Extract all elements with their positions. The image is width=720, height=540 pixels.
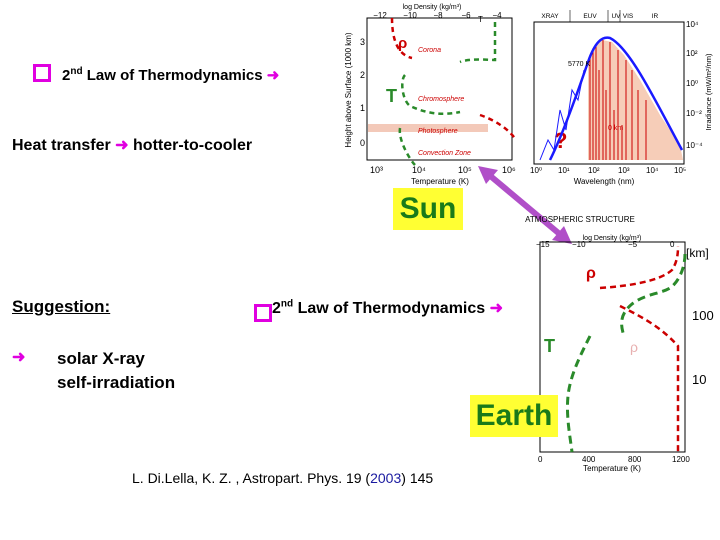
x-tick: 10⁵ xyxy=(674,166,686,175)
photosphere-band xyxy=(368,124,488,132)
top-tick: −5 xyxy=(628,240,638,249)
rho-curve-lower xyxy=(479,113,518,141)
double-arrow-icon xyxy=(478,166,572,244)
right-arrow-icon: ➜ xyxy=(115,137,129,154)
y-tick: 1 xyxy=(360,103,365,113)
top-tick: −8 xyxy=(433,11,443,20)
top-tick: 0 xyxy=(670,240,675,249)
x-tick: 400 xyxy=(582,455,596,464)
x-tick: 10² xyxy=(588,166,600,175)
layer-label: Chromosphere xyxy=(418,96,464,103)
x-tick: 1200 xyxy=(672,455,690,464)
right-arrow-icon: ➜ xyxy=(266,67,280,84)
temperature-label: T xyxy=(544,336,555,356)
y-axis-label: Irradiance (mW/m²/nm) xyxy=(704,53,713,131)
top-tick: −10 xyxy=(403,11,417,20)
suggestion-title: Suggestion: xyxy=(12,297,111,316)
km-tick: 10 xyxy=(692,372,706,387)
law-heading-middle: 2nd Law of Thermodynamics ➜ xyxy=(272,298,504,317)
band-label: IR xyxy=(652,13,659,20)
y-tick: 10⁰ xyxy=(686,79,698,88)
temperature-curve-bottom xyxy=(398,127,416,166)
temperature-curve-lower xyxy=(401,74,461,116)
earth-atmosphere-chart: ATMOSPHERIC STRUCTURE log Density (kg/m³… xyxy=(525,215,714,473)
temperature-curve-lower xyxy=(566,335,592,453)
x-tick: 10¹ xyxy=(558,166,570,175)
top-tick: −4 xyxy=(492,11,502,20)
band-label: XRAY xyxy=(541,13,559,20)
suggestion-line-1: solar X-ray xyxy=(57,349,145,368)
x-tick: 800 xyxy=(628,455,642,464)
top-tick: −10 xyxy=(572,240,586,249)
y-tick: 10⁻² xyxy=(686,109,702,118)
heat-transfer-line: Heat transfer ➜ hotter-to-cooler xyxy=(12,137,253,154)
right-arrow-icon: ➜ xyxy=(489,300,504,317)
spectrum-fill xyxy=(588,40,683,160)
x-axis-label: Wavelength (nm) xyxy=(574,177,635,186)
top-tick: −6 xyxy=(461,11,471,20)
band-label: UV xyxy=(611,13,621,20)
layer-label: Corona xyxy=(418,47,441,54)
sun-profile-chart: log Density (kg/m³) −12 −10 −8 −6 −4 Hei… xyxy=(344,4,518,186)
xray-curve xyxy=(539,69,585,161)
x-tick: 0 xyxy=(538,455,543,464)
y-tick: 10² xyxy=(686,49,698,58)
top-tick: −15 xyxy=(536,240,550,249)
y-tick: 0 xyxy=(360,138,365,148)
rho-curve xyxy=(599,245,680,290)
y-tick: 3 xyxy=(360,37,365,47)
sun-label: Sun xyxy=(393,188,463,230)
rho-curve xyxy=(390,17,413,60)
citation: L. Di.Lella, K. Z. , Astropart. Phys. 19… xyxy=(132,470,434,486)
rho-label: ρ xyxy=(398,35,407,52)
temperature-label: T xyxy=(386,86,397,106)
y-tick: 10⁻⁴ xyxy=(686,141,703,150)
y-tick: 10⁴ xyxy=(686,20,699,29)
height-label: 0 km xyxy=(608,125,623,132)
x-tick: 10⁴ xyxy=(646,166,659,175)
temperature-curve-upper xyxy=(620,253,687,337)
earth-label: Earth xyxy=(470,395,558,437)
layer-label: Convection Zone xyxy=(418,150,471,157)
faint-rho-label: ρ xyxy=(630,339,638,355)
top-axis-label: log Density (kg/m³) xyxy=(403,4,462,11)
suggestion-line-2: self-irradiation xyxy=(57,373,176,392)
x-tick: 10⁴ xyxy=(412,165,426,175)
temperature-curve-upper xyxy=(459,22,497,64)
layer-label: Photosphere xyxy=(418,128,458,135)
right-arrow-icon: ➜ xyxy=(12,349,26,366)
panel-title: ATMOSPHERIC STRUCTURE xyxy=(525,215,635,224)
spectral-lines xyxy=(589,40,647,160)
band-label: VIS xyxy=(623,13,634,20)
x-tick: 10⁶ xyxy=(502,165,516,175)
x-axis-label: Temperature (K) xyxy=(583,464,641,473)
x-tick: 10³ xyxy=(370,165,383,175)
checkbox-icon xyxy=(33,64,51,82)
blackbody-label: 5770 K xyxy=(568,61,591,68)
checkbox-icon xyxy=(254,304,272,322)
solar-spectrum-chart: XRAY EUV UV VIS IR 5770 K 0 km 10⁴ 10² 1… xyxy=(530,10,713,186)
top-tick: −12 xyxy=(373,11,387,20)
band-label: EUV xyxy=(583,13,597,20)
law-heading-top: 2nd Law of Thermodynamics ➜ xyxy=(62,66,280,84)
rho-curve-lower xyxy=(619,304,680,452)
km-tick: 100 xyxy=(692,308,714,323)
y-axis-label: Height above Surface (1000 km) xyxy=(344,32,353,148)
x-tick: 10⁰ xyxy=(530,166,542,175)
rho-label: ρ xyxy=(586,265,596,282)
top-axis-label: log Density (kg/m³) xyxy=(583,235,642,242)
x-tick: 10³ xyxy=(618,166,630,175)
x-tick: 10⁵ xyxy=(458,165,472,175)
y-tick: 2 xyxy=(360,70,365,80)
blackbody-curve xyxy=(548,36,684,161)
temperature-marker: T xyxy=(478,15,483,24)
x-axis-label: Temperature (K) xyxy=(411,177,469,186)
km-unit: [km] xyxy=(686,246,709,260)
